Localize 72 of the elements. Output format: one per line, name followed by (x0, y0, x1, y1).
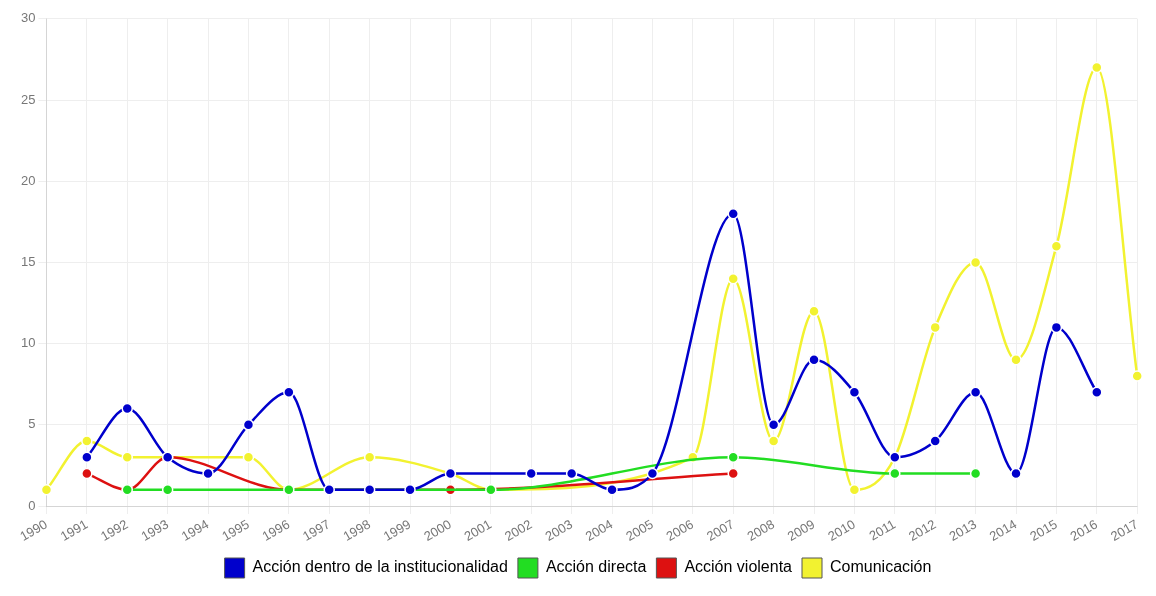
x-tick-label: 2016 (1067, 516, 1101, 544)
point (1050, 321, 1063, 334)
point (323, 484, 335, 496)
x-tick-label: 1990 (17, 516, 50, 544)
legend-label: Acción directa (545, 558, 647, 576)
point (121, 451, 134, 464)
point (929, 435, 941, 447)
x-tick-label: 2008 (744, 516, 777, 544)
point (1010, 354, 1022, 366)
point (969, 256, 982, 269)
point (727, 272, 739, 285)
x-tick-label: 2003 (542, 516, 575, 544)
point (565, 467, 578, 480)
x-tick-label: 1992 (98, 516, 131, 544)
x-tick-label: 1996 (259, 516, 293, 544)
point (242, 451, 255, 464)
x-tick-label: 1995 (219, 516, 252, 544)
point (808, 305, 820, 317)
point (606, 484, 618, 496)
legend-label: Comunicación (830, 558, 932, 576)
point (363, 484, 376, 496)
point (404, 484, 416, 496)
legend-label: Acción dentro de la institucionalidad (252, 558, 508, 576)
x-tick-label: 2012 (905, 516, 939, 544)
point (969, 386, 982, 399)
y-tick-label: 25 (20, 91, 36, 107)
x-tick-label: 1997 (300, 516, 333, 544)
point (202, 467, 214, 480)
point (81, 451, 93, 464)
y-tick-label: 0 (28, 497, 36, 513)
y-tick-label: 20 (20, 172, 36, 188)
y-tick-label: 15 (20, 253, 36, 269)
point (1091, 386, 1103, 399)
point (283, 386, 295, 399)
y-tick-label: 10 (20, 335, 36, 351)
x-tick-label: 2002 (502, 516, 535, 544)
x-tick-label: 2004 (582, 516, 616, 544)
x-tick-label: 1994 (178, 516, 212, 544)
x-tick-label: 2011 (866, 516, 899, 544)
y-tick-label: 5 (28, 416, 36, 432)
x-tick-label: 1991 (57, 516, 91, 544)
x-tick-label: 2001 (461, 516, 495, 544)
point (81, 467, 93, 480)
point (81, 435, 93, 447)
x-tick-label: 2007 (703, 516, 737, 544)
point (363, 451, 376, 464)
point (727, 207, 739, 220)
point (889, 467, 901, 480)
x-tick-label: 2006 (663, 516, 697, 544)
x-tick-label: 2009 (784, 516, 818, 544)
x-tick-label: 1998 (340, 516, 373, 544)
x-tick-label: 2017 (1107, 516, 1141, 544)
point (808, 354, 820, 366)
point (646, 467, 659, 480)
point (242, 419, 255, 431)
point (767, 419, 780, 431)
x-tick-label: 2010 (825, 516, 858, 544)
legend-label: Acción violenta (684, 558, 793, 576)
x-tick-label: 2000 (421, 516, 454, 544)
point (121, 402, 134, 415)
x-tick-label: 1993 (138, 516, 171, 544)
x-tick-label: 2014 (986, 516, 1020, 544)
x-tick-label: 2013 (946, 516, 979, 544)
point (161, 484, 174, 496)
x-tick-label: 2005 (623, 516, 656, 544)
y-tick-label: 30 (20, 10, 36, 26)
point (525, 467, 537, 480)
x-tick-label: 2015 (1027, 516, 1060, 544)
point (727, 467, 739, 480)
x-tick-label: 1999 (380, 516, 414, 544)
point (1010, 467, 1022, 480)
point (727, 451, 739, 464)
